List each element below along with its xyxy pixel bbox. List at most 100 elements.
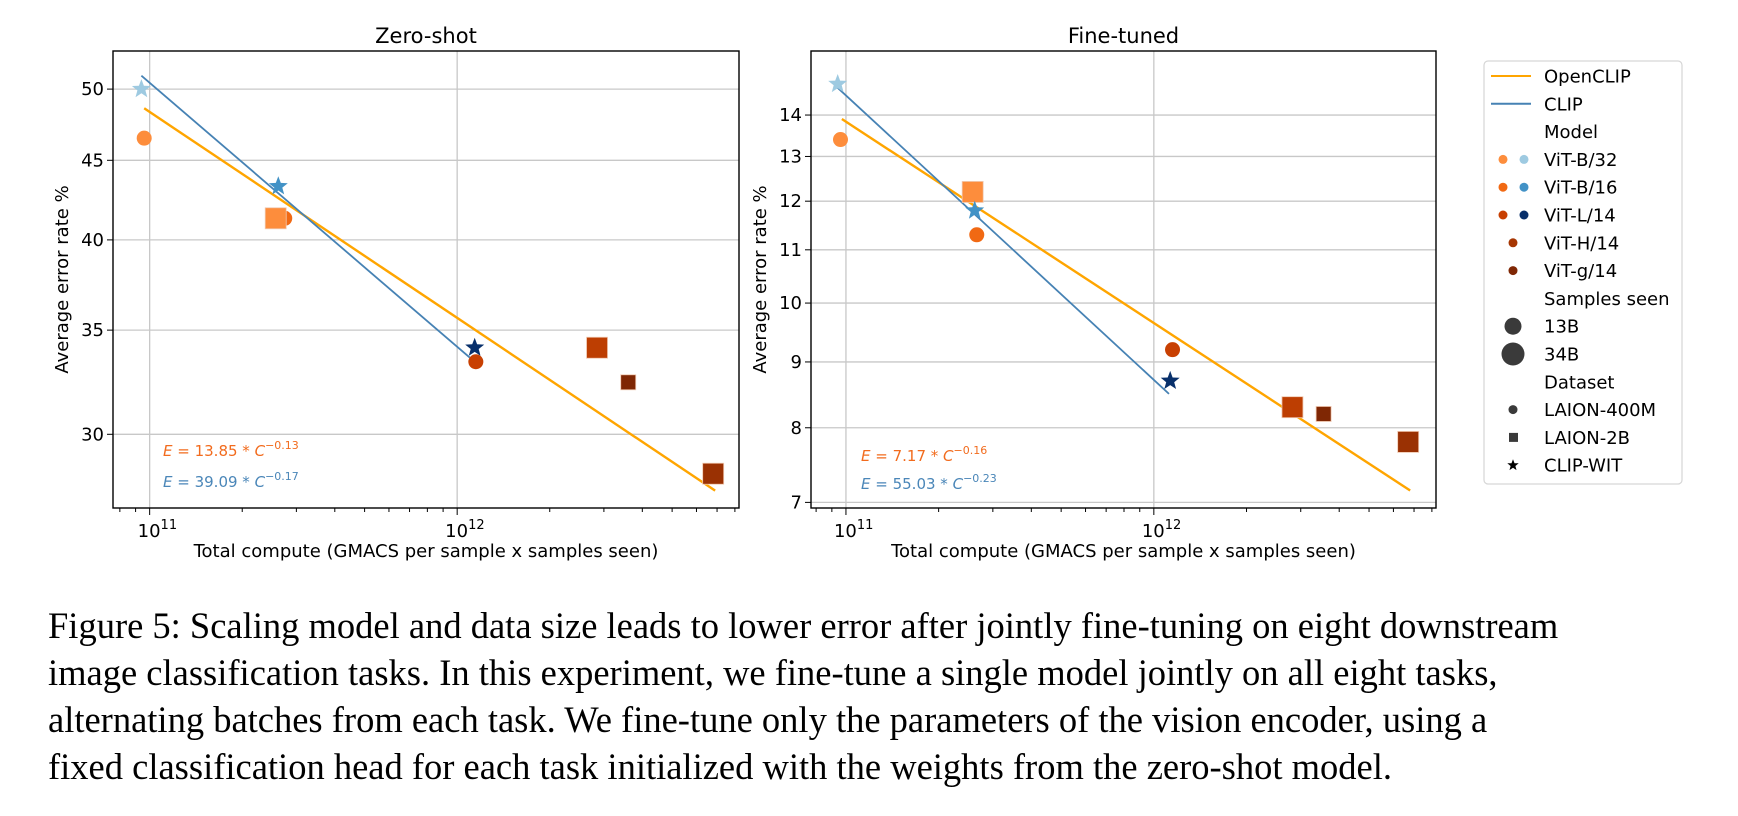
chart-title: Fine-tuned [1068,24,1179,48]
legend-label: LAION-2B [1544,428,1630,449]
equation-lhs: E [163,442,173,460]
legend-marker-star [1507,459,1519,471]
equation-exponent: −0.23 [963,472,997,485]
data-point-square [702,462,725,485]
fit-equation-openclip: E = 7.17 * C−0.16 [861,444,987,465]
equation-lhs: E [861,475,871,493]
legend: OpenCLIP CLIP Model ViT-B/32 ViT-B/16 ViT-L/1… [1483,60,1683,485]
y-tick-label: 7 [791,492,802,513]
caption-line: fixed classification head for each task … [48,746,1392,787]
x-tick-label: 1011 [138,518,177,542]
x-tick-label: 1012 [1142,518,1181,542]
y-tick-label: 9 [791,352,802,373]
data-point-square [620,374,637,391]
fit-line-openclip [143,107,716,492]
data-point-square [586,336,608,359]
data-point-star [828,74,848,93]
y-axis-label: Average error rate % [52,185,73,373]
equation-base: C [255,442,266,460]
y-tick-label: 50 [81,79,104,100]
data-point-star [1160,370,1180,389]
data-point-star [131,79,151,98]
equation-base: C [953,475,964,493]
equation-equals: = 13.85 * [172,442,254,460]
x-tick-label-base: 10 [834,521,857,542]
fit-equation-clip: E = 55.03 * C−0.23 [861,472,997,493]
x-tick-label-base: 10 [445,521,468,542]
x-tick-label-exponent: 11 [161,518,178,533]
y-axis-label: Average error rate % [750,185,771,373]
y-tick-label: 14 [779,105,802,126]
legend-label: ViT-L/14 [1544,206,1616,227]
x-tick-label-exponent: 11 [857,518,874,533]
legend-marker-dot [1519,210,1529,220]
equation-exponent: −0.17 [265,470,299,483]
equation-exponent: −0.13 [265,439,299,452]
legend-label: Model [1544,122,1598,143]
data-point-square [264,207,287,230]
fit-equation-openclip: E = 13.85 * C−0.13 [163,439,299,460]
legend-marker-size [1504,317,1522,335]
legend-label: Dataset [1544,372,1615,393]
x-axis-label: Total compute (GMACS per sample x sample… [890,541,1356,562]
x-tick-label-base: 10 [138,521,161,542]
y-tick-label: 30 [81,424,104,445]
data-point-square [961,181,984,203]
legend-label: Samples seen [1544,289,1670,310]
equation-equals: = 39.09 * [172,473,254,491]
y-tick-label: 11 [779,240,802,261]
legend-marker-dot [1498,210,1508,220]
chart-title: Zero-shot [375,24,477,48]
y-tick-label: 8 [791,418,802,439]
data-point-circle [1165,342,1181,358]
figure-caption: Figure 5: Scaling model and data size le… [48,602,1696,790]
axes-frame [810,50,1437,509]
y-tick-label: 12 [779,191,802,212]
data-point-square [1281,396,1304,419]
data-point-circle [468,354,484,370]
legend-marker-dot [1519,154,1529,164]
legend-marker-circle [1508,405,1518,415]
fit-line-openclip [841,118,1411,492]
equation-equals: = 55.03 * [870,475,952,493]
caption-line: Figure 5: Scaling model and data size le… [48,605,1559,646]
legend-label: CLIP-WIT [1544,456,1623,477]
legend-label: ViT-B/32 [1544,150,1617,171]
data-point-star [465,337,485,356]
equation-exponent: −0.16 [954,444,988,457]
fit-line-clip [140,75,471,359]
x-tick-label-exponent: 12 [468,518,485,533]
equation-base: C [255,473,266,491]
y-tick-label: 13 [779,146,802,167]
legend-label: ViT-B/16 [1544,178,1617,199]
equation-base: C [943,447,954,465]
y-tick-label: 45 [81,150,104,171]
x-tick-label-base: 10 [1142,521,1165,542]
x-tick-label: 1012 [445,518,484,542]
legend-marker-size [1501,342,1525,366]
y-tick-label: 40 [81,230,104,251]
data-point-square [1315,406,1332,422]
legend-label: OpenCLIP [1544,67,1631,88]
axes-frame [112,50,740,509]
x-tick-label-exponent: 12 [1165,518,1182,533]
data-point-square [1397,431,1420,453]
legend-label: LAION-400M [1544,400,1656,421]
caption-line: alternating batches from each task. We f… [48,699,1488,740]
legend-marker-square [1509,432,1518,442]
legend-label: 34B [1544,345,1579,366]
equation-lhs: E [861,447,871,465]
data-point-circle [969,227,985,243]
equation-equals: = 7.17 * [870,447,943,465]
data-point-circle [136,130,152,146]
legend-marker-dot [1498,182,1508,192]
y-tick-label: 35 [81,320,104,341]
equation-lhs: E [163,473,173,491]
legend-marker-dot [1519,182,1529,192]
caption-line: image classification tasks. In this expe… [48,652,1498,693]
legend-label: CLIP [1544,94,1583,115]
fit-equation-clip: E = 39.09 * C−0.17 [163,470,299,491]
